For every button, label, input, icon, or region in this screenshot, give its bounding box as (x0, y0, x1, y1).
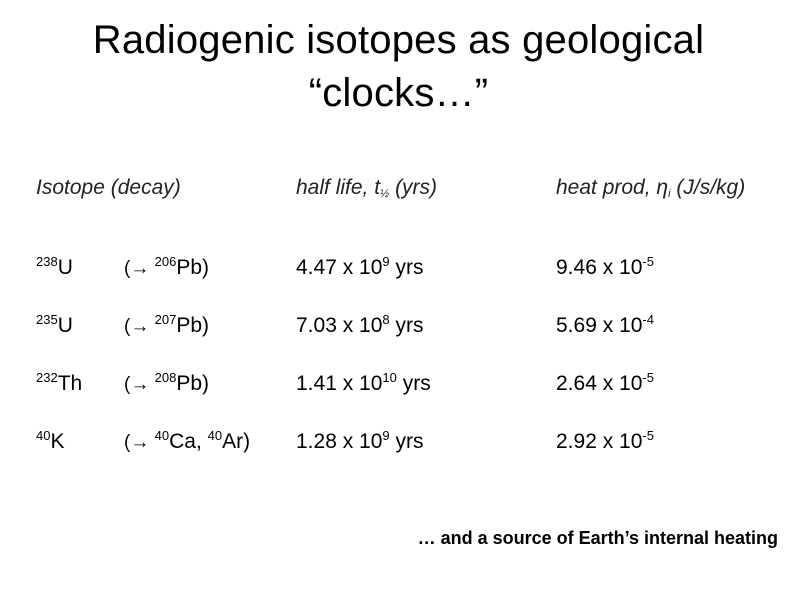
product-symbol: Pb (176, 314, 202, 337)
product-symbol: Pb (176, 256, 202, 279)
header-heat-suffix: (J/s/kg) (670, 176, 746, 199)
heat-production-cell: 9.46 x 10-5 (556, 254, 654, 280)
heat-production-cell: 2.64 x 10-5 (556, 370, 654, 396)
product-mass-2: 40 (207, 428, 223, 443)
product-mass: 208 (154, 370, 177, 385)
product-mass: 207 (154, 312, 177, 327)
heat-production-cell: 2.92 x 10-5 (556, 428, 654, 454)
header-half-life: half life, t½ (yrs) (296, 176, 437, 200)
isotope-symbol: Th (57, 372, 83, 395)
isotope-cell: 40K (36, 428, 65, 454)
product-symbol-2: Ar (222, 430, 244, 453)
decay-product-cell: (→ 207Pb) (124, 312, 209, 338)
isotope-table: Isotope (decay) half life, t½ (yrs) heat… (36, 176, 786, 453)
decay-product-cell: (→ 208Pb) (124, 370, 209, 396)
product-symbol: Pb (176, 372, 202, 395)
slide-title-line-1: Radiogenic isotopes as geological (92, 18, 705, 62)
half-life-base: 4.47 x 10 (296, 256, 383, 279)
footer-caption: … and a source of Earth’s internal heati… (417, 528, 778, 548)
table-header: Isotope (decay) half life, t½ (yrs) heat… (36, 176, 786, 210)
isotope-cell: 232Th (36, 370, 83, 396)
heat-exponent: -5 (642, 428, 654, 443)
product-symbol: Ca (169, 430, 196, 453)
half-life-exponent: 9 (382, 428, 390, 443)
heat-production-cell: 5.69 x 10-4 (556, 312, 654, 338)
table-row: 232Th (→ 208Pb) 1.41 x 1010 yrs 2.64 x 1… (36, 370, 786, 430)
decay-product-cell: (→ 40Ca, 40Ar) (124, 428, 251, 454)
decay-arrow: (→ (124, 432, 155, 453)
heat-base: 5.69 x 10 (556, 314, 643, 337)
decay-arrow: (→ (124, 316, 155, 337)
half-life-base: 7.03 x 10 (296, 314, 383, 337)
heat-base: 9.46 x 10 (556, 256, 643, 279)
heat-exponent: -4 (642, 312, 654, 327)
product-separator: , (195, 430, 208, 453)
heat-exponent: -5 (642, 254, 654, 269)
decay-arrow: (→ (124, 374, 155, 395)
half-life-cell: 1.28 x 109 yrs (296, 428, 424, 454)
half-life-exponent: 8 (382, 312, 390, 327)
half-life-cell: 7.03 x 108 yrs (296, 312, 424, 338)
isotope-mass: 238 (36, 254, 58, 269)
table-row: 238U (→ 206Pb) 4.47 x 109 yrs 9.46 x 10-… (36, 254, 786, 314)
half-life-exponent: 9 (382, 254, 390, 269)
half-life-base: 1.41 x 10 (296, 372, 383, 395)
header-half-life-suffix: (yrs) (389, 176, 438, 199)
header-heat-production: heat prod, ηi (J/s/kg) (556, 176, 745, 200)
decay-arrow: (→ (124, 258, 155, 279)
half-life-cell: 4.47 x 109 yrs (296, 254, 424, 280)
half-life-unit: yrs (389, 314, 424, 337)
isotope-cell: 238U (36, 254, 73, 280)
isotope-cell: 235U (36, 312, 73, 338)
heat-base: 2.64 x 10 (556, 372, 643, 395)
table-row: 40K (→ 40Ca, 40Ar) 1.28 x 109 yrs 2.92 x… (36, 428, 786, 488)
header-half-life-prefix: half life, t (296, 176, 381, 199)
isotope-symbol: K (50, 430, 65, 453)
table-row: 235U (→ 207Pb) 7.03 x 108 yrs 5.69 x 10-… (36, 312, 786, 372)
half-life-base: 1.28 x 10 (296, 430, 383, 453)
heat-exponent: -5 (642, 370, 654, 385)
table-body: 238U (→ 206Pb) 4.47 x 109 yrs 9.46 x 10-… (36, 254, 786, 488)
header-heat-sub: i (668, 188, 671, 200)
header-half-life-sub: ½ (380, 188, 390, 200)
isotope-symbol: U (57, 256, 73, 279)
isotope-symbol: U (57, 314, 73, 337)
product-close: ) (202, 372, 209, 395)
product-mass: 206 (154, 254, 177, 269)
isotope-mass: 232 (36, 370, 58, 385)
slide-title: Radiogenic isotopes as geological “clock… (0, 14, 797, 120)
half-life-exponent: 10 (382, 370, 397, 385)
product-close: ) (202, 314, 209, 337)
decay-product-cell: (→ 206Pb) (124, 254, 209, 280)
heat-base: 2.92 x 10 (556, 430, 643, 453)
half-life-unit: yrs (389, 256, 424, 279)
product-close: ) (243, 430, 251, 453)
half-life-unit: yrs (396, 372, 431, 395)
product-close: ) (202, 256, 209, 279)
slide-title-line-2: “clocks…” (308, 71, 489, 115)
header-isotope: Isotope (decay) (36, 176, 181, 199)
header-heat-prefix: heat prod, η (556, 176, 669, 199)
product-mass: 40 (154, 428, 170, 443)
half-life-unit: yrs (389, 430, 424, 453)
isotope-mass: 40 (36, 428, 51, 443)
isotope-mass: 235 (36, 312, 58, 327)
half-life-cell: 1.41 x 1010 yrs (296, 370, 431, 396)
